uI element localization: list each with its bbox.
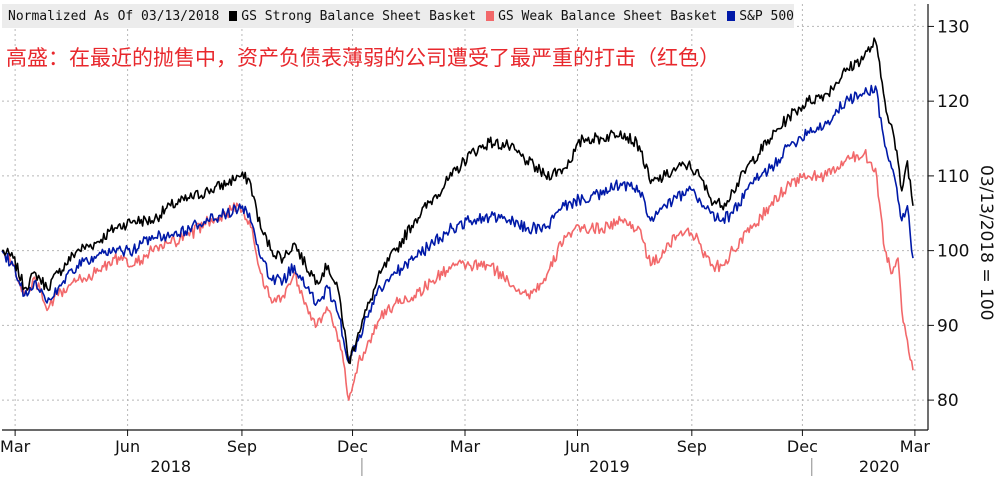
x-tick-label: Dec [337, 437, 368, 456]
legend-swatch-weak [486, 11, 495, 21]
legend-label-strong: GS Strong Balance Sheet Basket [241, 8, 477, 24]
y-tick-label: 130 [937, 17, 969, 37]
x-tick-label: Mar [900, 437, 931, 456]
chart-annotation: 高盛：在最近的抛售中，资产负债表薄弱的公司遭受了最严重的打击（红色） [6, 46, 720, 70]
y-tick-label: 100 [937, 242, 969, 262]
x-tick-label: Jun [564, 437, 590, 456]
legend-label-sp500: S&P 500 [739, 8, 794, 24]
y-tick-label: 80 [937, 391, 959, 411]
year-label: 2020 [859, 457, 900, 476]
legend: Normalized As Of 03/13/2018 GS Strong Ba… [2, 4, 794, 28]
x-tick-label: Jun [114, 437, 140, 456]
legend-swatch-sp500 [727, 11, 736, 21]
year-label: 2018 [150, 457, 191, 476]
axes [2, 4, 934, 476]
series-lines [1, 37, 914, 401]
year-label: 2019 [589, 457, 630, 476]
x-tick-label: Mar [0, 437, 31, 456]
legend-swatch-strong [229, 11, 238, 21]
legend-label-weak: GS Weak Balance Sheet Basket [498, 8, 718, 24]
y-tick-label: 110 [937, 167, 969, 187]
tick-labels: 80 90 100 110 120 130 Mar Jun Sep Dec Mar Jun Sep Dec… [0, 17, 969, 476]
y-tick-label: 120 [937, 92, 969, 112]
series-line-weak [1, 149, 914, 401]
series-line-sp500 [1, 84, 914, 364]
chart-title: Normalized As Of 03/13/2018 [8, 8, 220, 24]
series-line-strong [1, 37, 914, 365]
x-tick-label: Sep [227, 437, 257, 456]
x-tick-label: Dec [787, 437, 818, 456]
x-tick-label: Mar [450, 437, 481, 456]
y-tick-label: 90 [937, 316, 959, 336]
y-axis-label: 03/13/2018 = 100 [976, 165, 996, 321]
x-tick-label: Sep [677, 437, 707, 456]
